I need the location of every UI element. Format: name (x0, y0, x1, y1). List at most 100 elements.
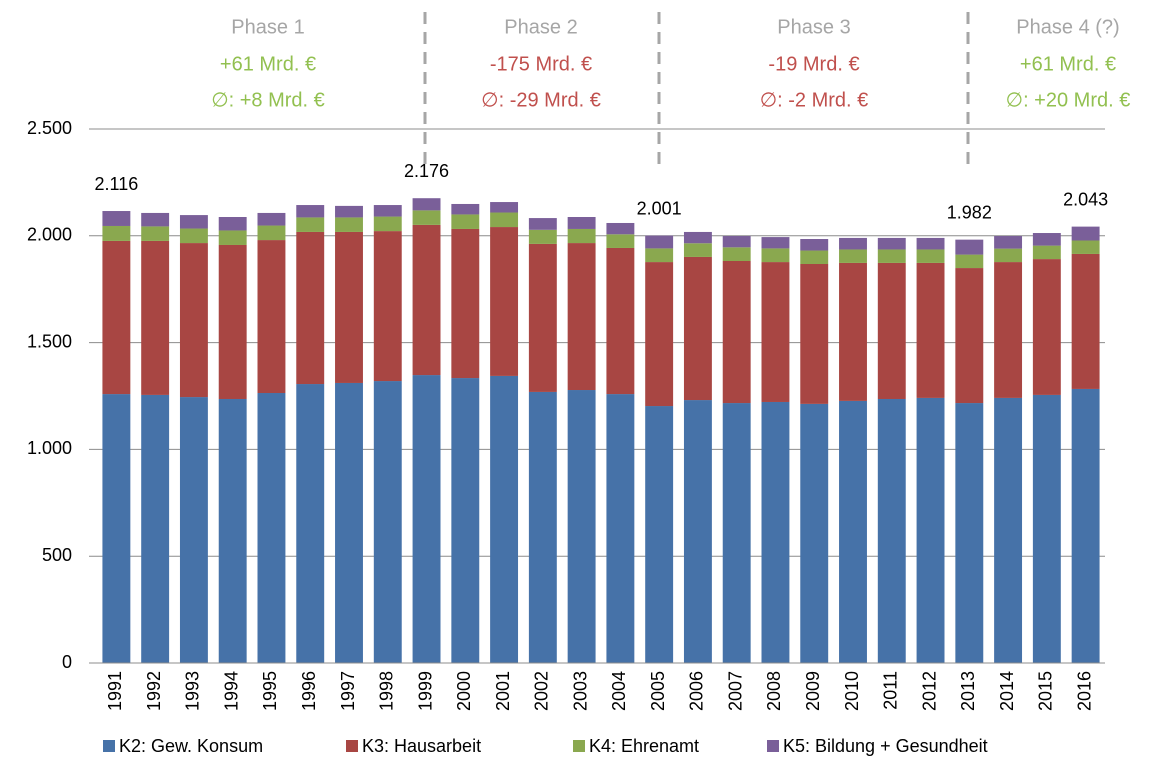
bar-segment (1032, 245, 1061, 260)
bar-segment (683, 243, 712, 257)
x-tick-label: 2008 (764, 671, 784, 711)
x-tick-label: 2015 (1036, 671, 1056, 711)
legend-swatch (346, 740, 358, 752)
bar-segment (528, 218, 557, 230)
x-tick-label: 2006 (687, 671, 707, 711)
bar-segment (335, 231, 363, 383)
bar-segment (179, 397, 208, 663)
bar-segment (761, 237, 790, 249)
legend-label: K4: Ehrenamt (589, 736, 699, 756)
x-tick-label: 2012 (919, 671, 939, 711)
phase-title: Phase 3 (777, 16, 850, 38)
x-tick-label: 2001 (493, 671, 513, 711)
bar-segment (955, 254, 984, 269)
bar-segment (102, 211, 131, 226)
bar-segment (761, 248, 790, 263)
bar-segment (994, 236, 1023, 249)
phase-separators (423, 12, 970, 165)
bar-segment (567, 243, 596, 391)
legend-swatch (103, 740, 115, 752)
bar-segment (955, 268, 984, 404)
x-tick-label: 2014 (997, 671, 1017, 711)
x-tick-label: 2003 (570, 671, 590, 711)
x-tick-label: 1993 (183, 671, 203, 711)
bar-segment (761, 401, 790, 663)
bar-segment (606, 222, 635, 235)
bar-segment (800, 250, 829, 264)
phase-average: ∅: -29 Mrd. € (481, 89, 601, 111)
x-tick-label: 1991 (105, 671, 125, 711)
bar-segment (102, 394, 131, 663)
legend-swatch (767, 740, 779, 752)
legend-label: K3: Hausarbeit (362, 736, 481, 756)
bar-segment (839, 249, 867, 263)
bar-segment (916, 249, 945, 263)
bar-segment (141, 212, 170, 227)
bar-segment (994, 262, 1023, 398)
x-tick-label: 2002 (532, 671, 552, 711)
bar-segment (1071, 226, 1100, 241)
bar-segment (606, 247, 635, 395)
bar-segment (296, 231, 325, 385)
bar-segment (722, 247, 751, 262)
bar-segment (800, 263, 829, 404)
bar-segment (567, 390, 596, 663)
bar-segment (645, 406, 674, 663)
y-tick-label: 1.500 (27, 331, 72, 351)
bar-segment (218, 230, 247, 245)
bar-segment (412, 224, 441, 376)
phase-title: Phase 4 (?) (1016, 16, 1119, 38)
x-tick-label: 2013 (958, 671, 978, 711)
bar-segment (877, 237, 906, 250)
bar-segment (800, 403, 829, 663)
total-label: 2.043 (1063, 189, 1108, 209)
bar-segment (257, 240, 286, 394)
x-tick-label: 2016 (1074, 671, 1094, 711)
bar-segment (179, 243, 208, 398)
x-tick-label: 1997 (338, 671, 358, 711)
phase-title: Phase 2 (504, 16, 577, 38)
bar-segment (296, 217, 325, 232)
bar-segment (218, 398, 247, 663)
bar-segment (102, 225, 131, 241)
bar-segment (994, 248, 1023, 263)
bar-segment (373, 381, 402, 663)
bar-segment (296, 384, 325, 663)
bar-segment (606, 234, 635, 248)
bar-segment (877, 398, 906, 663)
bar-segment (412, 210, 441, 225)
y-tick-label: 2.500 (27, 118, 72, 138)
total-label: 2.176 (404, 161, 449, 181)
bar-segment (451, 203, 480, 215)
total-label: 1.982 (947, 202, 992, 222)
bar-segment (645, 248, 674, 263)
x-tick-label: 1996 (299, 671, 319, 711)
bar-segment (102, 240, 131, 395)
x-tick-label: 1994 (221, 671, 241, 711)
bar-segment (683, 231, 712, 244)
bar-segment (1032, 259, 1061, 395)
legend-label: K2: Gew. Konsum (119, 736, 263, 756)
bar-segment (955, 403, 984, 663)
bar-segment (373, 205, 402, 217)
bar-segment (955, 239, 984, 255)
phase-title: Phase 1 (231, 16, 304, 38)
bar-segment (722, 261, 751, 404)
bar-segment (722, 403, 751, 663)
bar-segment (761, 262, 790, 402)
bar-segment (1071, 240, 1100, 254)
bar-segment (1032, 394, 1061, 663)
x-tick-label: 2009 (803, 671, 823, 711)
x-tick-label: 2000 (454, 671, 474, 711)
bar-segment (839, 262, 867, 401)
bar-segment (916, 262, 945, 398)
bar-segment (257, 393, 286, 663)
bar-segment (1071, 253, 1100, 389)
bar-segment (994, 397, 1023, 663)
bar-segment (373, 231, 402, 382)
bar-segment (683, 256, 712, 401)
bar-segment (412, 198, 441, 211)
bar-segment (296, 205, 325, 218)
bar-segment (257, 212, 286, 226)
bar-segment (800, 239, 829, 251)
